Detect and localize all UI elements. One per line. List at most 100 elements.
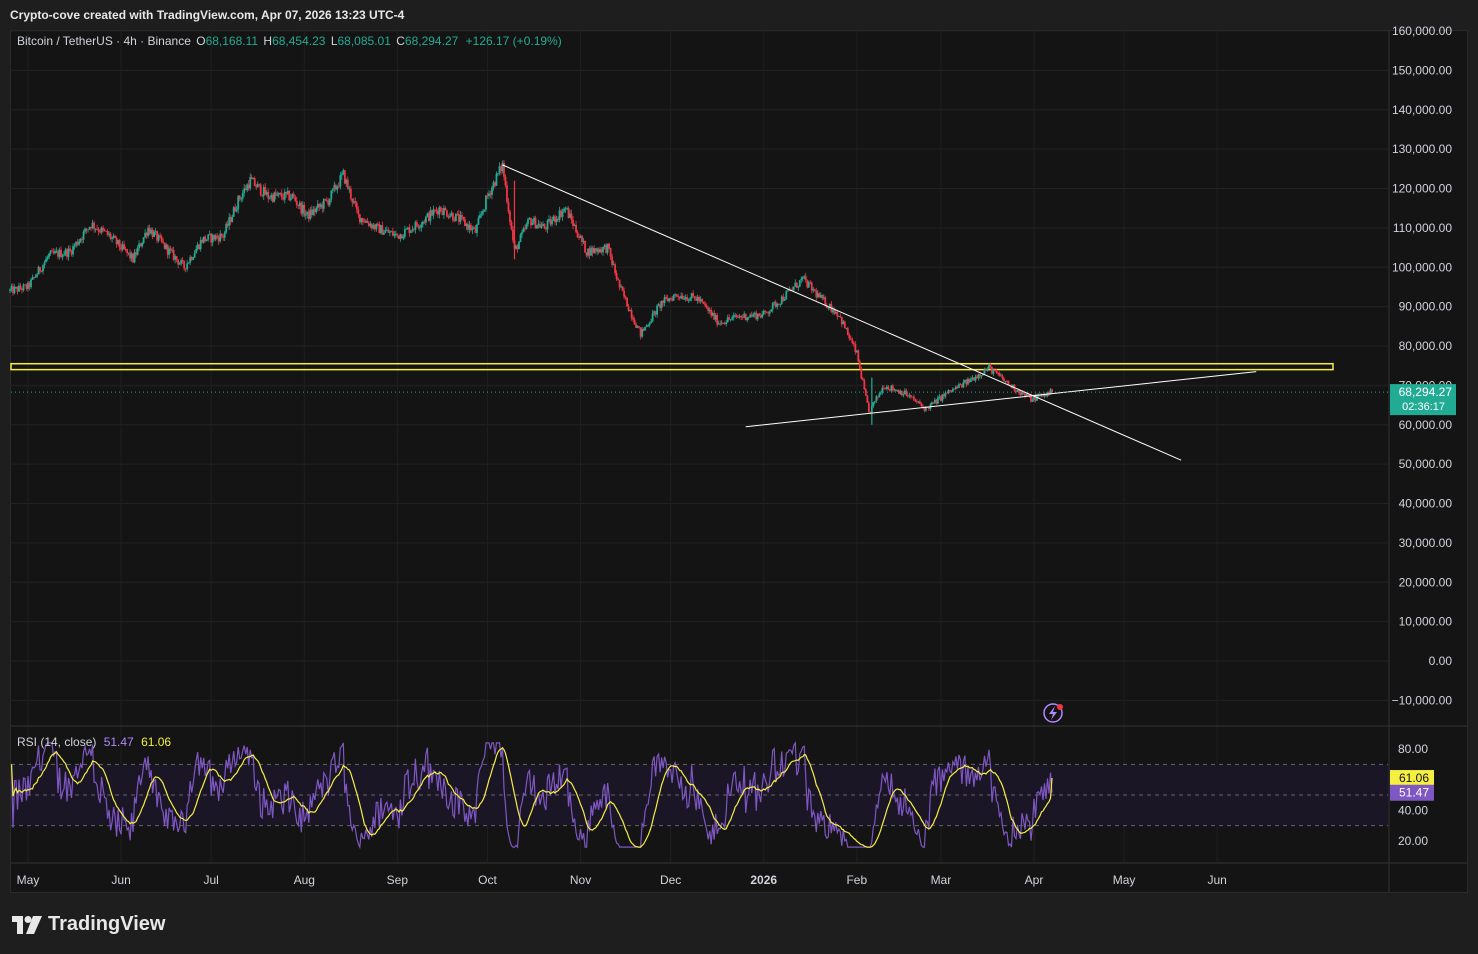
candle-body: [205, 239, 208, 242]
candle-body: [330, 190, 333, 200]
candle-body: [953, 388, 956, 390]
candle-body: [665, 297, 668, 299]
candle-body: [714, 314, 717, 320]
candle-body: [52, 250, 55, 254]
low-value: 68,085.01: [337, 34, 391, 48]
candle-body: [304, 214, 307, 216]
candle-body: [917, 401, 920, 403]
candle-body: [456, 213, 459, 215]
candle-body: [864, 389, 867, 396]
lightning-icon-dot: [1057, 704, 1063, 710]
candle-body: [1034, 395, 1037, 401]
candle-body: [914, 399, 917, 402]
candle-body: [636, 326, 639, 328]
candle-body: [560, 210, 562, 217]
candle-body: [650, 321, 653, 324]
candle-body: [638, 326, 641, 328]
candle-body: [136, 247, 139, 255]
symbol-title[interactable]: Bitcoin / TetherUS · 4h · Binance: [17, 34, 191, 48]
candle-body: [596, 248, 598, 252]
candle-body: [744, 313, 747, 321]
candle-body: [567, 208, 570, 218]
candle-body: [857, 350, 860, 362]
candle-body: [581, 235, 583, 242]
candle-body: [977, 374, 980, 379]
candle-body: [94, 228, 97, 230]
candle-body: [995, 370, 998, 373]
candle-body: [873, 401, 876, 403]
candle-body: [503, 162, 505, 177]
candle-body: [635, 324, 638, 328]
candlesticks: [9, 159, 1053, 425]
candle-body: [253, 178, 256, 186]
candle-body: [19, 285, 22, 289]
candle-body: [318, 203, 321, 207]
candle-body: [537, 223, 540, 226]
candle-body: [822, 297, 825, 299]
candle-body: [192, 257, 195, 260]
rsi-label[interactable]: RSI (14, close): [17, 735, 97, 749]
candle-body: [9, 289, 11, 291]
candle-body: [1024, 393, 1026, 397]
candle-body: [226, 223, 229, 226]
candle-body: [899, 390, 902, 394]
candle-body: [382, 232, 385, 235]
candle-body: [39, 267, 41, 272]
candle-body: [246, 184, 249, 191]
chart-frame[interactable]: [10, 30, 1468, 893]
candle-body: [900, 390, 903, 396]
candle-body: [414, 222, 417, 230]
candle-body: [154, 231, 157, 233]
candle-body: [267, 191, 270, 199]
candle-body: [812, 289, 815, 291]
candle-body: [288, 190, 291, 201]
candle-body: [654, 311, 657, 315]
candle-body: [361, 218, 364, 222]
candle-body: [843, 321, 846, 329]
candle-body: [860, 368, 863, 379]
candle-body: [851, 339, 854, 343]
candle-body: [375, 223, 378, 230]
candle-body: [325, 199, 328, 201]
candle-body: [590, 247, 592, 256]
candle-body: [162, 241, 165, 243]
candle-body: [240, 198, 243, 200]
candle-body: [429, 210, 432, 221]
candle-body: [782, 296, 785, 301]
tradingview-logo[interactable]: TradingView: [12, 913, 165, 936]
candle-body: [370, 223, 373, 229]
candle-body: [114, 235, 116, 238]
price-tick-label: 130,000.00: [1392, 142, 1452, 156]
price-tick-label: 160,000.00: [1392, 24, 1452, 38]
candle-body: [961, 384, 963, 388]
candle-body: [994, 370, 996, 371]
candle-body: [391, 231, 394, 236]
candle-body: [666, 298, 669, 302]
candle-body: [1051, 389, 1053, 393]
candle-body: [486, 195, 489, 197]
candle-body: [964, 379, 966, 382]
candle-body: [710, 309, 713, 316]
candle-body: [316, 203, 319, 208]
candle-body: [423, 221, 426, 223]
candle-body: [881, 387, 884, 393]
candle-body: [222, 236, 225, 238]
candle-body: [186, 263, 189, 270]
candle-body: [109, 233, 112, 239]
rsi-tick-label: 40.00: [1398, 803, 1428, 817]
candle-body: [627, 306, 630, 312]
candle-body: [174, 256, 177, 260]
candle-body: [130, 253, 133, 259]
candle-body: [612, 264, 615, 266]
candle-body: [521, 232, 523, 235]
time-tick-label: Jun: [111, 873, 130, 887]
candle-body: [339, 175, 342, 187]
candle-body: [1019, 392, 1022, 395]
candle-body: [358, 214, 361, 223]
candle-body: [376, 223, 379, 225]
candle-body: [118, 239, 121, 248]
candle-body: [956, 386, 959, 388]
candle-body: [726, 317, 729, 323]
candle-body: [669, 298, 672, 300]
